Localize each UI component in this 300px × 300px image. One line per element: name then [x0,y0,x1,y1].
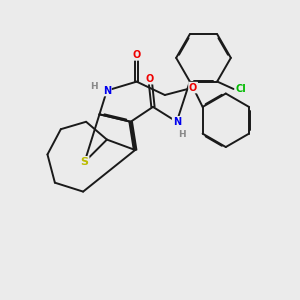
Text: N: N [103,85,111,96]
Text: Cl: Cl [236,84,246,94]
Text: N: N [173,117,181,127]
Text: O: O [146,74,154,84]
Text: O: O [133,50,141,60]
Text: H: H [178,130,186,139]
Text: O: O [189,82,197,93]
Text: H: H [90,82,97,91]
Text: S: S [81,157,88,167]
